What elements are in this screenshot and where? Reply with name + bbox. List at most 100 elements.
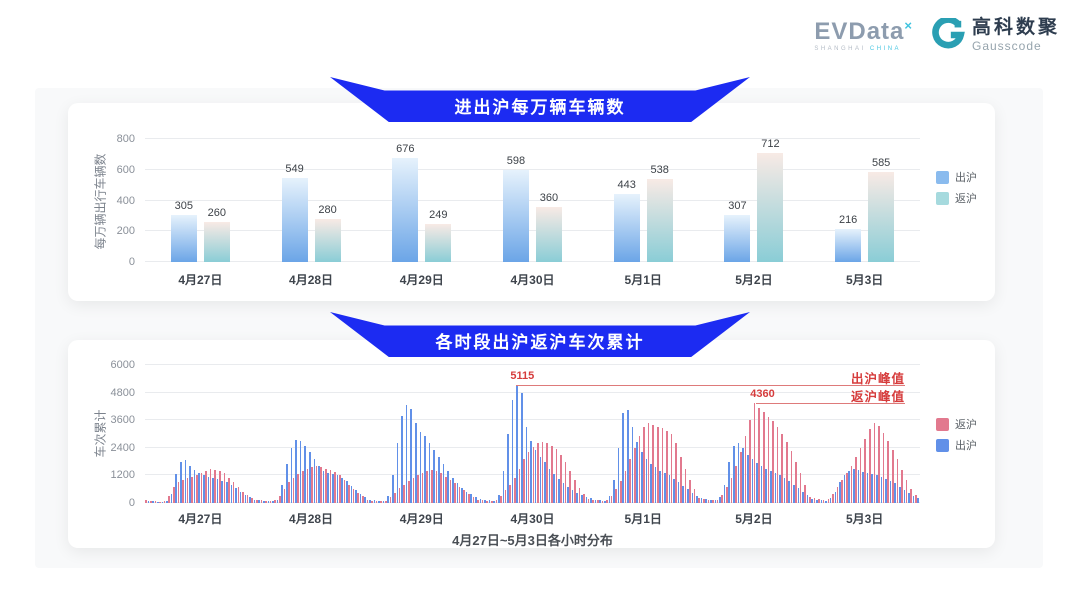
hour-pair [606, 365, 611, 503]
bar-出沪 [419, 431, 422, 503]
bar-value-label: 360 [539, 191, 559, 204]
evdata-wordmark: EVData× [814, 19, 913, 44]
bar-返沪: 538 [646, 164, 673, 262]
bar-value-label: 585 [871, 157, 891, 170]
bar-返沪 [776, 427, 779, 503]
x-category-label: 5月1日 [624, 273, 662, 287]
hour-pair [361, 365, 367, 503]
legend-item-返沪[interactable]: 返沪 [936, 190, 977, 206]
gausscode-logo: 高科数聚 Gausscode [931, 17, 1060, 53]
gridline [145, 230, 920, 232]
bar-出沪 [465, 491, 468, 503]
gausscode-cn-name: 高科数聚 [971, 17, 1060, 38]
hour-pair [850, 365, 855, 503]
bar-出沪 [737, 443, 740, 503]
legend-swatch [936, 438, 949, 452]
x-category-label: 5月2日 [735, 273, 773, 287]
bar-出沪 [249, 497, 251, 503]
bar-返沪 [749, 420, 751, 503]
bar-返沪 [850, 466, 853, 503]
bar-出沪 [295, 439, 297, 503]
bar-出沪 [507, 434, 509, 503]
hour-pair [463, 365, 468, 503]
bar-返沪 [334, 471, 336, 503]
bar-出沪 [659, 470, 661, 503]
bar-出沪 [322, 470, 325, 503]
peak-line [756, 402, 905, 404]
dashboard-panel: 进出沪每万辆车辆数 每万辆出行车辆数 0 200 400 600 800 305 260 4月… [35, 77, 1043, 568]
chart1-legend: 出沪 返沪 [936, 169, 977, 206]
bar-出沪 [525, 427, 528, 503]
bar-返沪 [297, 474, 300, 503]
bar-返沪 [716, 499, 719, 503]
bar-返沪 [440, 473, 442, 503]
legend-item-返沪[interactable]: 返沪 [936, 416, 977, 432]
bar-返沪 [790, 451, 793, 503]
gridline [145, 391, 920, 393]
bar-出沪 [382, 501, 385, 503]
bar-出沪 [235, 488, 237, 503]
bar-出沪 [894, 483, 897, 503]
hour-pair [149, 365, 155, 503]
bar-group: 443 538 5月1日 [588, 139, 699, 287]
bar-出沪 [193, 469, 196, 503]
bar-出沪 [161, 501, 164, 503]
bar-出沪 [179, 461, 182, 503]
bar-返沪 [633, 447, 636, 503]
bar-返沪 [601, 500, 604, 503]
bar-返沪 [172, 486, 175, 503]
bar-出沪 [769, 470, 772, 503]
bar-返沪 [532, 446, 535, 503]
bar-返沪 [703, 499, 705, 503]
bar-返沪 [311, 467, 313, 503]
bar-返沪 [675, 443, 677, 503]
bar-返沪 [491, 501, 493, 503]
legend-item-出沪[interactable]: 出沪 [936, 437, 977, 453]
bar-出沪 [797, 488, 800, 503]
hour-pair [661, 365, 666, 503]
bar-返沪 [698, 497, 701, 503]
bar-出沪 [401, 415, 403, 503]
bar-返沪 [795, 461, 797, 503]
bar-出沪 [562, 483, 565, 503]
bar-出沪 [875, 475, 878, 503]
x-category-label: 4月28日 [289, 273, 334, 287]
bar-出沪 [332, 474, 334, 503]
bar-返沪 [500, 496, 502, 503]
bar-返沪 [836, 486, 839, 503]
peak-value-label: 4360 [750, 387, 775, 400]
hour-pair [910, 365, 915, 503]
hour-pair [781, 365, 786, 503]
bar-返沪 [246, 494, 249, 503]
x-category-label: 5月3日 [845, 273, 884, 287]
hour-pair [509, 365, 514, 503]
bar-出沪: 443 [613, 179, 640, 262]
bar-返沪 [620, 481, 622, 503]
bar-返沪: 280 [314, 204, 341, 262]
hour-pair [901, 365, 906, 503]
bar-group: 305 260 4月27日 [145, 139, 256, 287]
hour-pair [656, 365, 662, 503]
bar-出沪 [677, 482, 680, 503]
hour-pair [454, 365, 459, 503]
bar-出沪 [184, 460, 187, 503]
chart2-card: 车次累计 4月27日~5月3日各小时分布 0 1200 2400 3600 4800 60… [68, 340, 995, 548]
bar-返沪 [804, 484, 807, 503]
bar-出沪 [258, 500, 260, 503]
hour-pair [809, 365, 814, 503]
bar-返沪 [380, 501, 382, 503]
bar-返沪 [762, 412, 765, 503]
hour-pair [154, 365, 159, 503]
bar-出沪: 307 [724, 200, 751, 262]
bar-出沪 [166, 501, 168, 503]
bar-出沪 [852, 468, 855, 503]
hour-pair [786, 365, 791, 503]
bar-返沪 [739, 452, 742, 503]
legend-item-出沪[interactable]: 出沪 [936, 169, 977, 185]
bar-出沪 [488, 500, 491, 503]
bar-返沪 [523, 459, 525, 503]
hour-pair [892, 365, 897, 503]
bar-出沪 [299, 440, 302, 503]
bar-出沪: 216 [835, 214, 862, 262]
bar-出沪 [700, 498, 703, 503]
